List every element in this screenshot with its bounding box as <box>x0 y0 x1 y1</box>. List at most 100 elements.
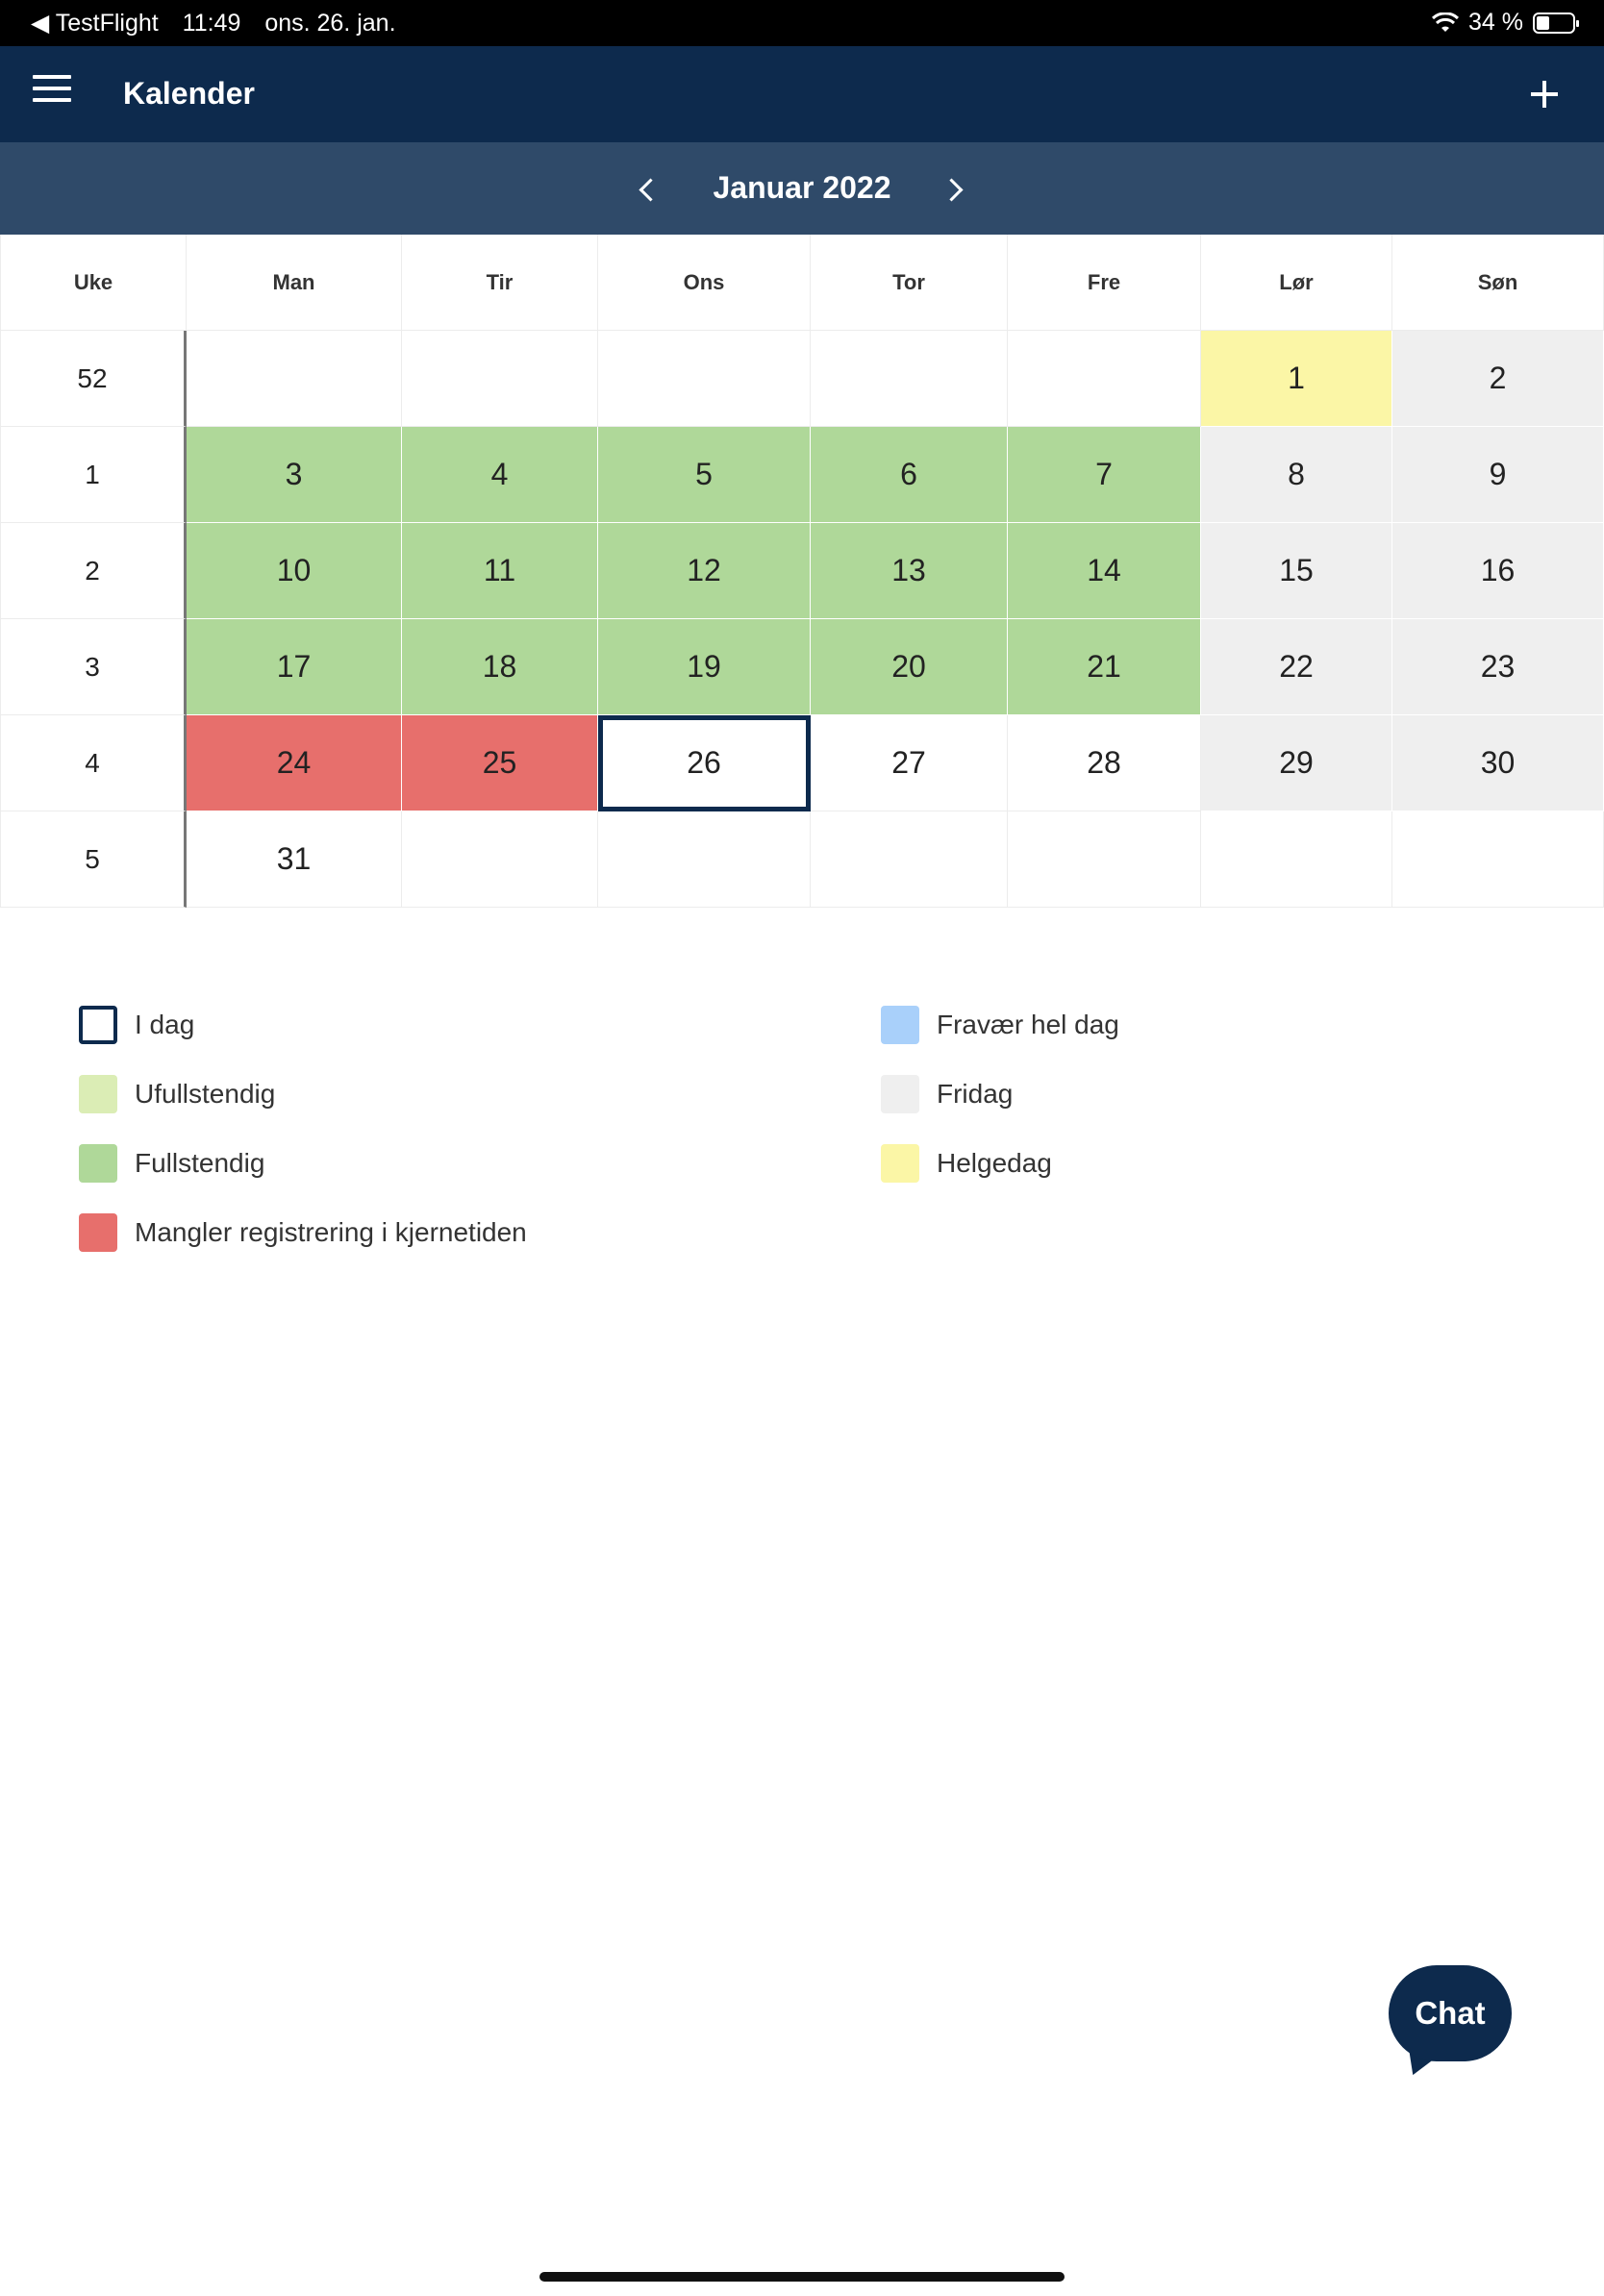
day-cell-complete[interactable]: 19 <box>598 619 811 715</box>
header-week: Uke <box>0 235 187 331</box>
day-cell-day-off[interactable]: 22 <box>1201 619 1392 715</box>
day-cell-day-off[interactable]: 8 <box>1201 427 1392 523</box>
day-cell-complete[interactable]: 14 <box>1008 523 1201 619</box>
legend-label: Ufullstendig <box>135 1079 276 1109</box>
day-cell-complete[interactable]: 3 <box>187 427 402 523</box>
day-cell-day-off[interactable]: 2 <box>1392 331 1604 427</box>
header-thursday: Tor <box>811 235 1008 331</box>
legend-item-today: I dag <box>79 1006 194 1044</box>
legend-label: Fridag <box>937 1079 1014 1109</box>
header-wednesday: Ons <box>598 235 811 331</box>
week-row: 52 1 2 <box>0 331 1604 427</box>
legend-item-complete: Fullstendig <box>79 1144 264 1183</box>
header-saturday: Lør <box>1201 235 1392 331</box>
legend-swatch-incomplete <box>79 1075 117 1113</box>
day-cell-empty <box>1008 811 1201 908</box>
battery-percent: 34 % <box>1468 9 1523 36</box>
day-cell-complete[interactable]: 6 <box>811 427 1008 523</box>
status-time: 11:49 <box>182 10 241 37</box>
battery-icon <box>1533 12 1579 34</box>
day-cell-complete[interactable]: 11 <box>402 523 598 619</box>
legend-item-absence: Fravær hel dag <box>881 1006 1119 1044</box>
day-cell-complete[interactable]: 17 <box>187 619 402 715</box>
day-cell[interactable]: 28 <box>1008 715 1201 811</box>
legend-label: Helgedag <box>937 1148 1052 1178</box>
week-number: 3 <box>0 619 187 715</box>
header-friday: Fre <box>1008 235 1201 331</box>
day-cell-empty <box>1008 331 1201 427</box>
legend-swatch-complete <box>79 1144 117 1183</box>
day-cell-empty <box>1201 811 1392 908</box>
calendar-header-row: Uke Man Tir Ons Tor Fre Lør Søn <box>0 235 1604 331</box>
day-cell-missing[interactable]: 25 <box>402 715 598 811</box>
legend-item-holiday: Helgedag <box>881 1144 1052 1183</box>
day-cell-today[interactable]: 26 <box>598 715 811 811</box>
calendar-grid: Uke Man Tir Ons Tor Fre Lør Søn 52 1 2 1… <box>0 235 1604 908</box>
day-cell-empty <box>1392 811 1604 908</box>
month-navigation: Januar 2022 <box>0 142 1604 235</box>
home-indicator <box>539 2272 1065 2282</box>
day-cell-day-off[interactable]: 9 <box>1392 427 1604 523</box>
day-cell-complete[interactable]: 13 <box>811 523 1008 619</box>
day-cell-complete[interactable]: 5 <box>598 427 811 523</box>
page-title: Kalender <box>123 76 255 111</box>
day-cell-day-off[interactable]: 29 <box>1201 715 1392 811</box>
day-cell-day-off[interactable]: 16 <box>1392 523 1604 619</box>
day-cell-complete[interactable]: 18 <box>402 619 598 715</box>
next-month-chevron-icon[interactable] <box>938 171 972 206</box>
header-tuesday: Tir <box>402 235 598 331</box>
week-row: 1 3 4 5 6 7 8 9 <box>0 427 1604 523</box>
day-cell-empty <box>187 331 402 427</box>
status-date: ons. 26. jan. <box>264 10 396 37</box>
day-cell-empty <box>402 811 598 908</box>
legend-swatch-missing <box>79 1213 117 1252</box>
day-cell[interactable]: 31 <box>187 811 402 908</box>
week-row: 5 31 <box>0 811 1604 908</box>
day-cell-missing[interactable]: 24 <box>187 715 402 811</box>
day-cell-complete[interactable]: 20 <box>811 619 1008 715</box>
legend-label: I dag <box>135 1010 195 1039</box>
legend-item-incomplete: Ufullstendig <box>79 1075 275 1113</box>
week-number: 4 <box>0 715 187 811</box>
week-row: 3 17 18 19 20 21 22 23 <box>0 619 1604 715</box>
day-cell-empty <box>402 331 598 427</box>
day-cell-holiday[interactable]: 1 <box>1201 331 1392 427</box>
week-number: 52 <box>0 331 187 427</box>
legend-item-missing: Mangler registrering i kjernetiden <box>79 1213 527 1252</box>
back-to-app-link[interactable]: ◀ TestFlight <box>31 10 159 37</box>
day-cell-empty <box>598 811 811 908</box>
legend-item-day-off: Fridag <box>881 1075 1013 1113</box>
day-cell-complete[interactable]: 4 <box>402 427 598 523</box>
legend-swatch-day-off <box>881 1075 919 1113</box>
day-cell-complete[interactable]: 12 <box>598 523 811 619</box>
legend-swatch-holiday <box>881 1144 919 1183</box>
day-cell-complete[interactable]: 10 <box>187 523 402 619</box>
status-bar: ◀ TestFlight 11:49 ons. 26. jan. 34 % <box>0 0 1604 46</box>
day-cell-day-off[interactable]: 23 <box>1392 619 1604 715</box>
day-cell-empty <box>598 331 811 427</box>
add-icon[interactable] <box>1521 71 1567 117</box>
legend-label: Mangler registrering i kjernetiden <box>135 1217 527 1247</box>
hamburger-menu-icon[interactable] <box>33 75 71 113</box>
day-cell-complete[interactable]: 7 <box>1008 427 1201 523</box>
chat-label: Chat <box>1415 1995 1486 2031</box>
wifi-icon <box>1432 12 1460 32</box>
app-header: Kalender <box>0 46 1604 142</box>
week-row: 4 24 25 26 27 28 29 30 <box>0 715 1604 811</box>
legend-label: Fullstendig <box>135 1148 265 1178</box>
day-cell-empty <box>811 811 1008 908</box>
day-cell[interactable]: 27 <box>811 715 1008 811</box>
chat-button[interactable]: Chat <box>1389 1965 1512 2084</box>
day-cell-day-off[interactable]: 15 <box>1201 523 1392 619</box>
month-label: Januar 2022 <box>713 170 891 205</box>
legend-swatch-absence <box>881 1006 919 1044</box>
week-number: 5 <box>0 811 187 908</box>
week-number: 1 <box>0 427 187 523</box>
day-cell-day-off[interactable]: 30 <box>1392 715 1604 811</box>
legend-label: Fravær hel dag <box>937 1010 1119 1039</box>
legend-swatch-today <box>79 1006 117 1044</box>
header-sunday: Søn <box>1392 235 1604 331</box>
week-number: 2 <box>0 523 187 619</box>
day-cell-complete[interactable]: 21 <box>1008 619 1201 715</box>
header-monday: Man <box>187 235 402 331</box>
